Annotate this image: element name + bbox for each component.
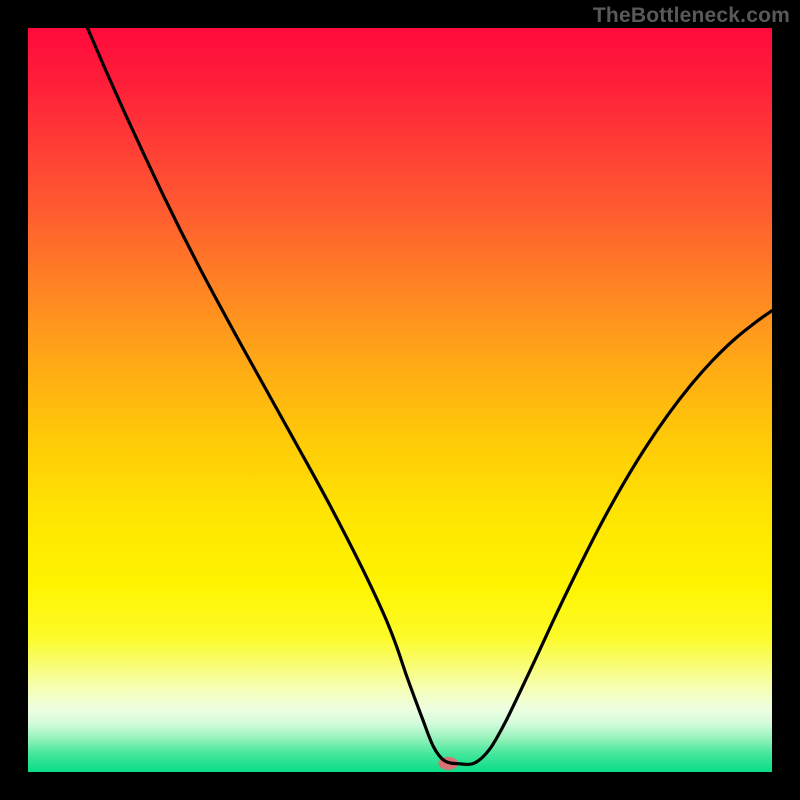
bottleneck-chart (0, 0, 800, 800)
chart-frame: { "watermark": { "text": "TheBottleneck.… (0, 0, 800, 800)
watermark-text: TheBottleneck.com (593, 4, 790, 28)
